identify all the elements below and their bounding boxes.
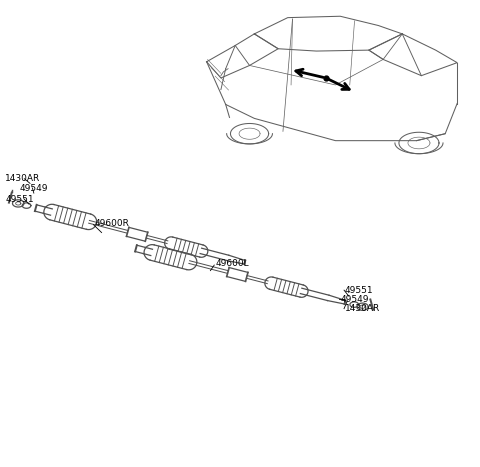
Text: 49549: 49549 xyxy=(20,184,48,192)
Text: 49549: 49549 xyxy=(340,295,369,304)
Text: 1430AR: 1430AR xyxy=(345,304,380,313)
Text: 49600L: 49600L xyxy=(215,259,249,268)
Text: 49551: 49551 xyxy=(345,286,373,295)
Text: 1430AR: 1430AR xyxy=(5,174,40,183)
Text: 49551: 49551 xyxy=(5,195,34,204)
Text: 49600R: 49600R xyxy=(95,219,129,228)
